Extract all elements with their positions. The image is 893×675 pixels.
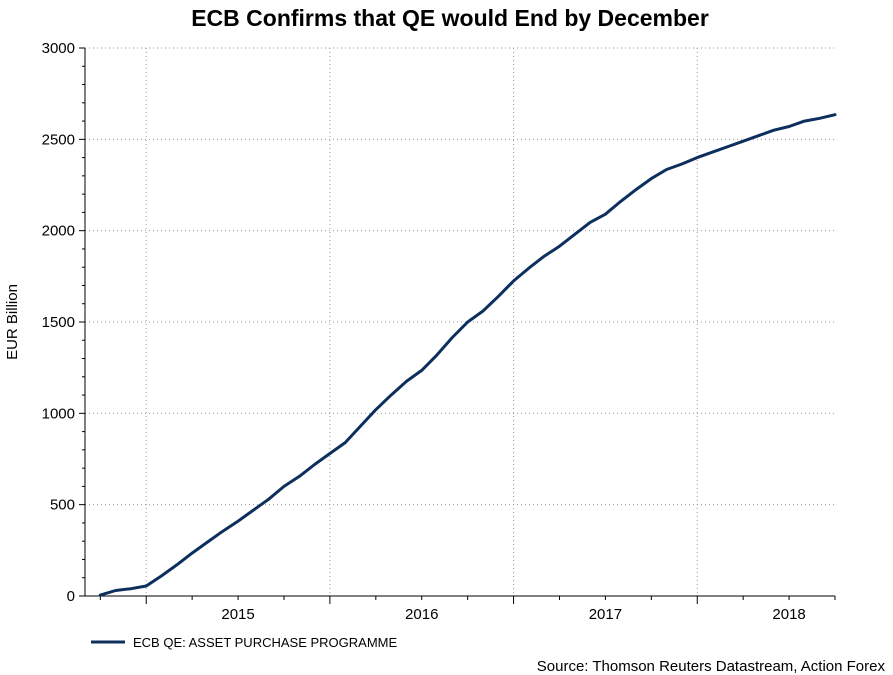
source-note: Source: Thomson Reuters Datastream, Acti… bbox=[537, 658, 886, 675]
y-tick-label: 1500 bbox=[42, 314, 75, 331]
y-tick-label: 0 bbox=[67, 588, 75, 605]
x-tick-label: 2016 bbox=[405, 606, 438, 623]
x-tick-label: 2015 bbox=[221, 606, 254, 623]
y-tick-label: 2000 bbox=[42, 223, 75, 240]
legend-label: ECB QE: ASSET PURCHASE PROGRAMME bbox=[133, 635, 397, 650]
legend: ECB QE: ASSET PURCHASE PROGRAMME bbox=[91, 635, 397, 650]
y-tick-label: 3000 bbox=[42, 40, 75, 57]
gridlines bbox=[85, 47, 835, 596]
series-lines bbox=[98, 113, 837, 597]
y-axis-label: EUR Billion bbox=[4, 284, 21, 360]
y-tick-label: 2500 bbox=[42, 131, 75, 148]
x-tick-label: 2018 bbox=[772, 606, 805, 623]
y-axis-ticks: 0 500 1000 1500 2000 2500 3000 bbox=[42, 40, 85, 605]
series-line-0 bbox=[98, 113, 837, 597]
chart-title: ECB Confirms that QE would End by Decemb… bbox=[191, 5, 709, 31]
x-tick-label: 2017 bbox=[589, 606, 622, 623]
y-tick-label: 500 bbox=[50, 497, 75, 514]
y-tick-label: 1000 bbox=[42, 405, 75, 422]
x-axis-ticks: 2015 2016 2017 2018 bbox=[99, 596, 836, 623]
